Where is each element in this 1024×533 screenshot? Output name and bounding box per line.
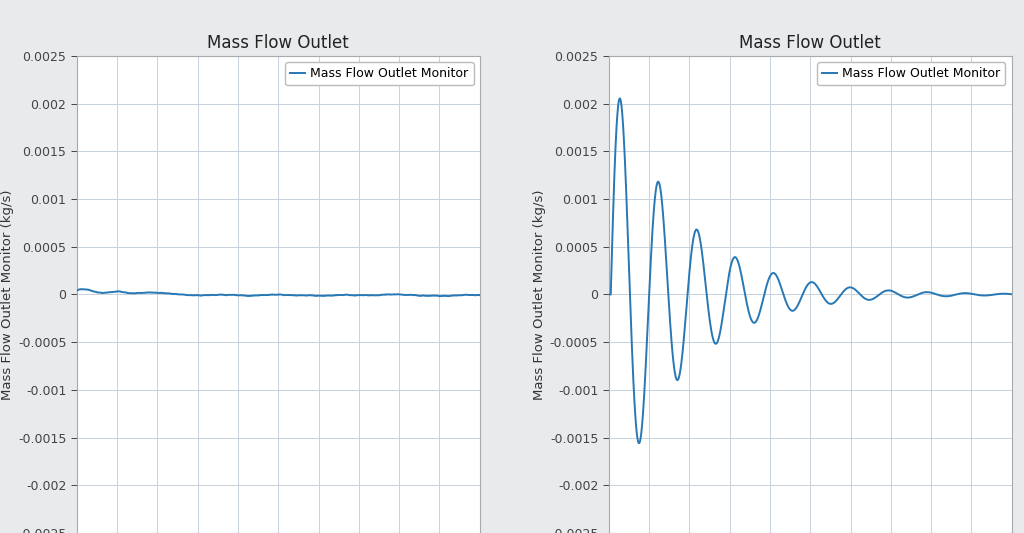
Title: Mass Flow Outlet: Mass Flow Outlet <box>739 34 881 52</box>
Title: Mass Flow Outlet: Mass Flow Outlet <box>208 34 349 52</box>
Y-axis label: Mass Flow Outlet Monitor (kg/s): Mass Flow Outlet Monitor (kg/s) <box>1 189 13 400</box>
Legend: Mass Flow Outlet Monitor: Mass Flow Outlet Monitor <box>817 62 1006 85</box>
Legend: Mass Flow Outlet Monitor: Mass Flow Outlet Monitor <box>286 62 473 85</box>
Y-axis label: Mass Flow Outlet Monitor (kg/s): Mass Flow Outlet Monitor (kg/s) <box>532 189 546 400</box>
